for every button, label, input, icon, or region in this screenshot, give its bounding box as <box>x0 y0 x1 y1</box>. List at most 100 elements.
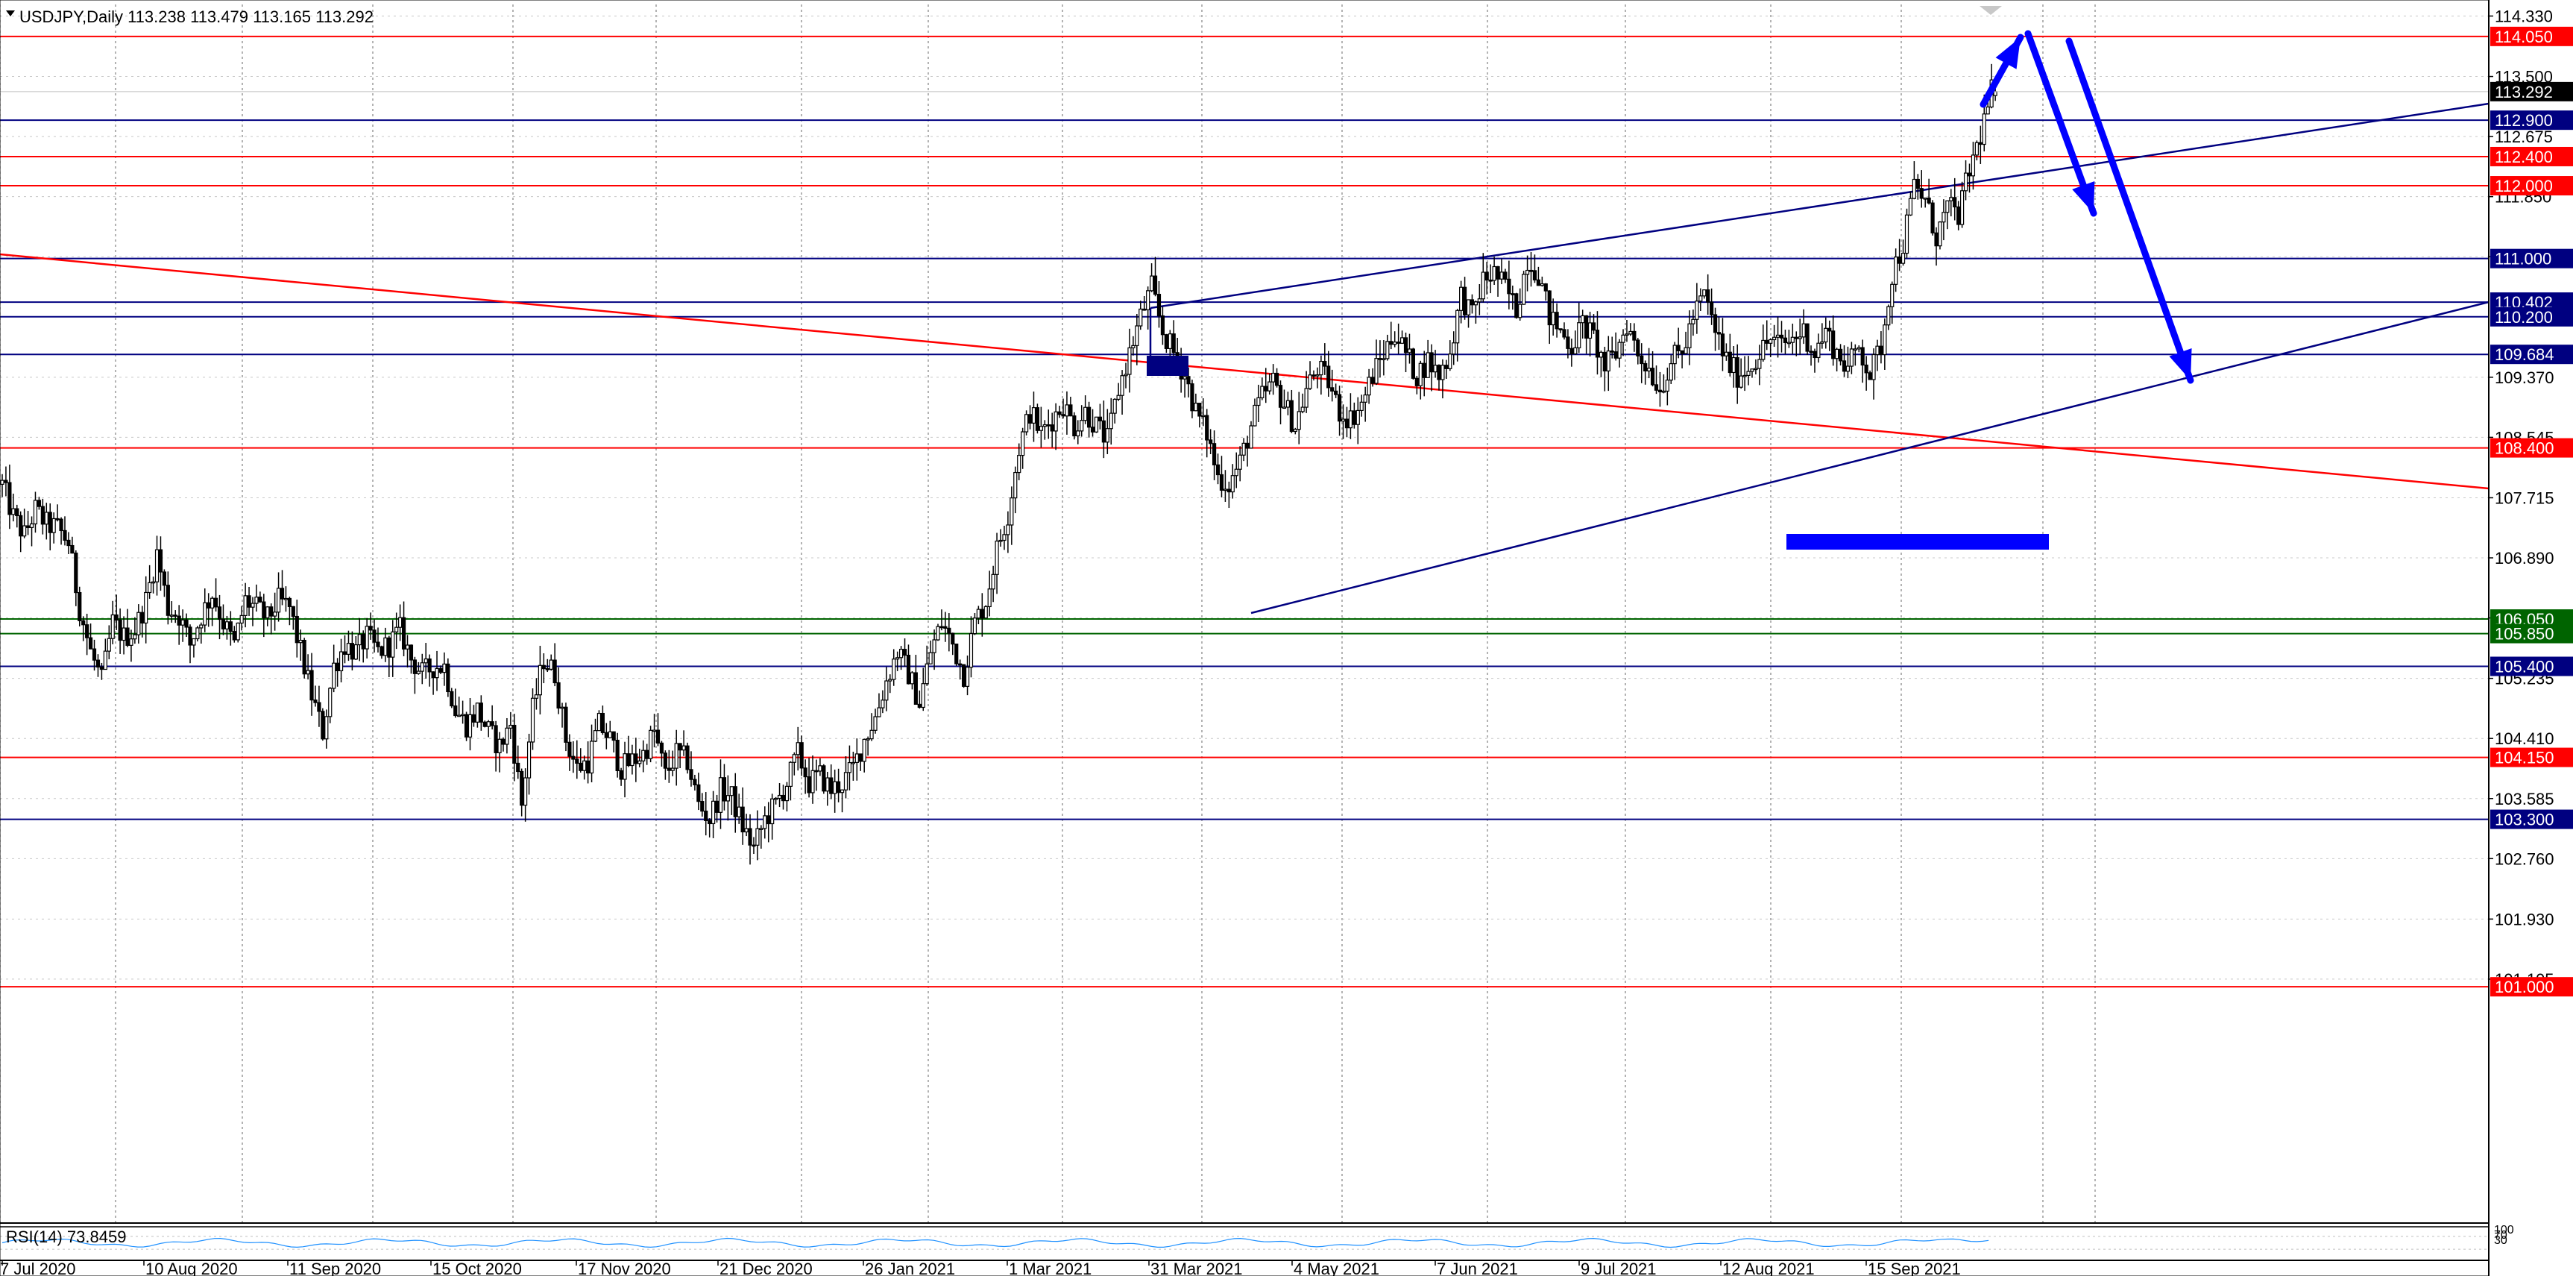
candle-body <box>998 539 1003 542</box>
dropdown-icon[interactable] <box>6 10 15 16</box>
candle-body <box>1105 428 1109 443</box>
candle-body <box>416 670 421 674</box>
candle-body <box>718 777 723 813</box>
candle-body <box>1827 327 1832 332</box>
candle-body <box>1857 347 1861 350</box>
candle-body <box>1786 342 1791 345</box>
time-tick-label: 12 Aug 2021 <box>1722 1260 1815 1276</box>
rsi-axis-label: 30 <box>2494 1234 2507 1247</box>
candle-body <box>376 641 380 647</box>
candle-body <box>1894 257 1898 285</box>
candle-body <box>122 627 126 641</box>
candle-body <box>479 703 483 723</box>
candle-body <box>1226 488 1231 493</box>
candle-body <box>423 658 428 664</box>
candle-body <box>1824 327 1828 343</box>
candle-body <box>265 606 270 619</box>
candle-body <box>1602 351 1607 372</box>
candle-body <box>649 729 653 759</box>
candle-body <box>1086 406 1092 428</box>
candle-body <box>269 606 274 617</box>
candle-body <box>991 573 995 590</box>
candle-body <box>1919 188 1924 199</box>
candle-body <box>1197 403 1202 417</box>
candle-body <box>342 651 347 655</box>
candle-body <box>1974 142 1979 156</box>
candle-body <box>1348 410 1353 429</box>
candle-body <box>987 588 992 608</box>
candle-body <box>888 679 892 682</box>
candle-body <box>711 800 716 825</box>
candle-body <box>1278 385 1283 408</box>
candle-body <box>1035 407 1040 431</box>
candle-body <box>1492 265 1496 281</box>
candle-body <box>858 753 863 762</box>
candle-body <box>1182 376 1187 380</box>
candle-body <box>1484 271 1489 281</box>
candle-body <box>589 741 594 774</box>
candle-body <box>144 591 148 624</box>
level-price-tag <box>2490 307 2573 327</box>
candle-body <box>1367 377 1371 396</box>
candle-body <box>1120 375 1124 396</box>
candle-body <box>847 762 852 773</box>
candle-body <box>1963 172 1968 192</box>
candle-body <box>232 631 236 641</box>
rsi-axis-label: 100 <box>2494 1224 2514 1236</box>
candle-body <box>549 659 553 670</box>
candle-body <box>1109 412 1113 430</box>
candle-body <box>792 754 796 763</box>
candle-body <box>818 765 822 772</box>
candle-body <box>1168 333 1172 349</box>
candle-body <box>1031 407 1036 424</box>
candle-body <box>1710 301 1714 315</box>
candle-body <box>11 508 16 515</box>
candle-body <box>983 606 988 619</box>
candle-body <box>1370 377 1375 384</box>
candle-body <box>291 606 295 617</box>
candle-body <box>295 615 299 644</box>
candle-body <box>1219 474 1224 491</box>
candle-body <box>1215 464 1221 476</box>
candle-body <box>1212 443 1217 465</box>
candle-body <box>442 663 447 673</box>
candle-body <box>1385 341 1390 359</box>
candle-body <box>596 712 602 732</box>
candle-body <box>1437 365 1441 380</box>
candle-body <box>450 691 454 707</box>
candle-body <box>1139 308 1143 327</box>
candle-body <box>336 662 340 672</box>
candle-body <box>1050 424 1054 432</box>
candle-body <box>822 765 826 792</box>
candle-body <box>88 637 93 650</box>
candle-body <box>1440 365 1445 380</box>
candle-body <box>25 525 31 528</box>
candle-body <box>685 745 690 770</box>
candle-body <box>1315 374 1320 377</box>
candle-body <box>188 626 192 646</box>
candle-body <box>1518 304 1522 318</box>
level-price-tag <box>2490 977 2573 997</box>
price-tick-label: 104.410 <box>2495 729 2554 748</box>
candle-body <box>943 626 948 629</box>
candle-body <box>409 644 414 661</box>
candle-body <box>1054 411 1058 432</box>
candle-body <box>136 612 141 635</box>
candle-body <box>1131 345 1136 349</box>
level-price-tag-text: 114.050 <box>2495 28 2553 46</box>
candle-body <box>925 663 929 685</box>
candle-body <box>619 770 623 780</box>
candle-body <box>1311 374 1316 377</box>
time-tick-label: 26 Jan 2021 <box>865 1260 955 1276</box>
candle-body <box>1528 269 1534 272</box>
candle-body <box>1754 368 1758 371</box>
candle-body <box>438 667 443 673</box>
plot-border <box>0 0 2490 1276</box>
candle-body <box>1142 308 1147 311</box>
candle-body <box>1507 278 1511 295</box>
candle-body <box>1230 475 1235 493</box>
candle-body <box>1672 345 1677 365</box>
candle-body <box>1013 471 1018 499</box>
